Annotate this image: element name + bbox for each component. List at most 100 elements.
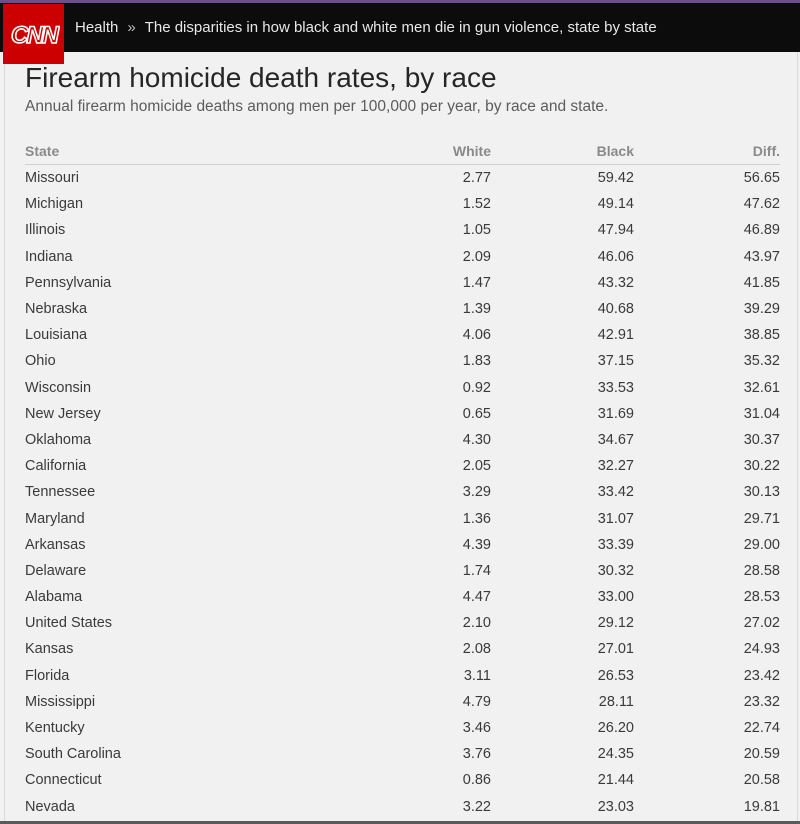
cell-diff: 39.29	[743, 301, 780, 318]
table-row: Florida 3.11 26.53 23.42	[25, 663, 780, 689]
cell-state: Connecticut	[25, 772, 102, 789]
cell-state: South Carolina	[25, 746, 121, 763]
cell-white: 0.65	[462, 405, 491, 422]
table-row: Wisconsin 0.92 33.53 32.61	[25, 375, 780, 401]
cell-diff: 30.13	[743, 484, 780, 501]
table-row: Michigan 1.52 49.14 47.62	[25, 191, 780, 217]
cell-white: 4.47	[462, 589, 491, 606]
cell-diff: 19.81	[743, 798, 780, 815]
cell-diff: 28.53	[743, 589, 780, 606]
data-table: State White Black Diff. Missouri 2.77 59.4…	[25, 137, 780, 820]
table-row: Ohio 1.83 37.15 35.32	[25, 348, 780, 374]
top-nav-bar: CNN Health » The disparities in how blac…	[0, 0, 800, 64]
table-row: United States 2.10 29.12 27.02	[25, 610, 780, 636]
breadcrumb-section-link[interactable]: Health	[75, 19, 119, 36]
cell-black: 31.69	[597, 405, 634, 422]
cell-black: 33.00	[597, 589, 634, 606]
cell-white: 1.05	[462, 222, 491, 239]
cell-state: Indiana	[25, 248, 73, 265]
cell-black: 21.44	[597, 772, 634, 789]
page-title: Firearm homicide death rates, by race	[25, 62, 497, 93]
cell-black: 43.32	[597, 274, 634, 291]
cell-black: 34.67	[597, 431, 634, 448]
cell-diff: 30.37	[743, 431, 780, 448]
cell-black: 33.42	[597, 484, 634, 501]
cell-diff: 20.58	[743, 772, 780, 789]
cell-black: 49.14	[597, 196, 634, 213]
cell-black: 42.91	[597, 327, 634, 344]
cell-state: Pennsylvania	[25, 274, 112, 291]
cnn-logo[interactable]: CNN	[3, 4, 64, 64]
cell-state: Michigan	[25, 196, 84, 213]
table-row: Illinois 1.05 47.94 46.89	[25, 217, 780, 243]
cell-black: 40.68	[597, 301, 634, 318]
cell-diff: 31.04	[743, 405, 780, 422]
table-row: Nevada 3.22 23.03 19.81	[25, 794, 780, 820]
column-header-white[interactable]: White	[315, 137, 491, 165]
cell-state: Oklahoma	[25, 431, 92, 448]
table-row: Kansas 2.08 27.01 24.93	[25, 636, 780, 662]
column-header-diff[interactable]: Diff.	[634, 137, 780, 165]
cell-diff: 24.93	[743, 641, 780, 658]
table-row: Connecticut 0.86 21.44 20.58	[25, 767, 780, 793]
cell-white: 3.46	[462, 720, 491, 737]
table-row: Nebraska 1.39 40.68 39.29	[25, 296, 780, 322]
table-row: Missouri 2.77 59.42 56.65	[25, 165, 780, 192]
cell-white: 1.47	[462, 274, 491, 291]
cell-diff: 23.42	[743, 667, 780, 684]
cell-diff: 38.85	[743, 327, 780, 344]
bottom-border	[0, 821, 800, 824]
breadcrumb-article-title[interactable]: The disparities in how black and white m…	[144, 19, 657, 36]
cell-black: 29.12	[597, 615, 634, 632]
cell-diff: 23.32	[743, 693, 780, 710]
table-row: Tennessee 3.29 33.42 30.13	[25, 479, 780, 505]
cell-white: 2.08	[462, 641, 491, 658]
cnn-logo-mark: CNN	[10, 21, 60, 48]
cell-state: Missouri	[25, 170, 79, 187]
cell-diff: 43.97	[743, 248, 780, 265]
table-row: Oklahoma 4.30 34.67 30.37	[25, 427, 780, 453]
logo-text: CNN	[11, 22, 60, 48]
cell-diff: 32.61	[743, 379, 780, 396]
cell-black: 33.39	[597, 536, 634, 553]
cell-diff: 29.00	[743, 536, 780, 553]
table-row: Alabama 4.47 33.00 28.53	[25, 584, 780, 610]
cell-state: Alabama	[25, 589, 83, 606]
table-body: Missouri 2.77 59.42 56.65 Michigan 1.52 49.14 4…	[25, 165, 780, 820]
cell-black: 31.07	[597, 510, 634, 527]
page-subtitle: Annual firearm homicide deaths among men…	[25, 98, 609, 115]
cell-state: Ohio	[25, 353, 56, 370]
cell-diff: 56.65	[743, 170, 780, 187]
column-header-black[interactable]: Black	[491, 137, 634, 165]
table-row: California 2.05 32.27 30.22	[25, 453, 780, 479]
cell-state: New Jersey	[25, 405, 101, 422]
table-row: Mississippi 4.79 28.11 23.32	[25, 689, 780, 715]
cell-black: 37.15	[597, 353, 634, 370]
cell-white: 3.11	[463, 667, 491, 684]
cell-diff: 47.62	[743, 196, 780, 213]
cell-state: Florida	[25, 667, 70, 684]
cell-white: 1.74	[462, 562, 491, 579]
cell-white: 0.86	[462, 772, 491, 789]
cell-white: 3.29	[462, 484, 491, 501]
table-row: Maryland 1.36 31.07 29.71	[25, 505, 780, 531]
cell-white: 4.06	[462, 327, 491, 344]
table-header-row: State White Black Diff.	[25, 137, 780, 165]
table-row: Louisiana 4.06 42.91 38.85	[25, 322, 780, 348]
cell-black: 28.11	[598, 693, 634, 710]
column-header-state[interactable]: State	[25, 137, 315, 165]
breadcrumb: Health » The disparities in how black an…	[75, 3, 657, 52]
cell-black: 46.06	[597, 248, 634, 265]
cell-state: Louisiana	[25, 327, 88, 344]
cell-white: 4.30	[462, 431, 491, 448]
cell-black: 23.03	[597, 798, 634, 815]
cell-state: Mississippi	[25, 693, 96, 710]
cell-white: 3.76	[462, 746, 491, 763]
cell-diff: 22.74	[743, 720, 780, 737]
cell-white: 2.05	[462, 458, 491, 475]
cell-state: Maryland	[25, 510, 85, 527]
table-row: New Jersey 0.65 31.69 31.04	[25, 401, 780, 427]
cell-white: 1.52	[462, 196, 491, 213]
table-row: Pennsylvania 1.47 43.32 41.85	[25, 270, 780, 296]
cell-white: 1.39	[462, 301, 491, 318]
